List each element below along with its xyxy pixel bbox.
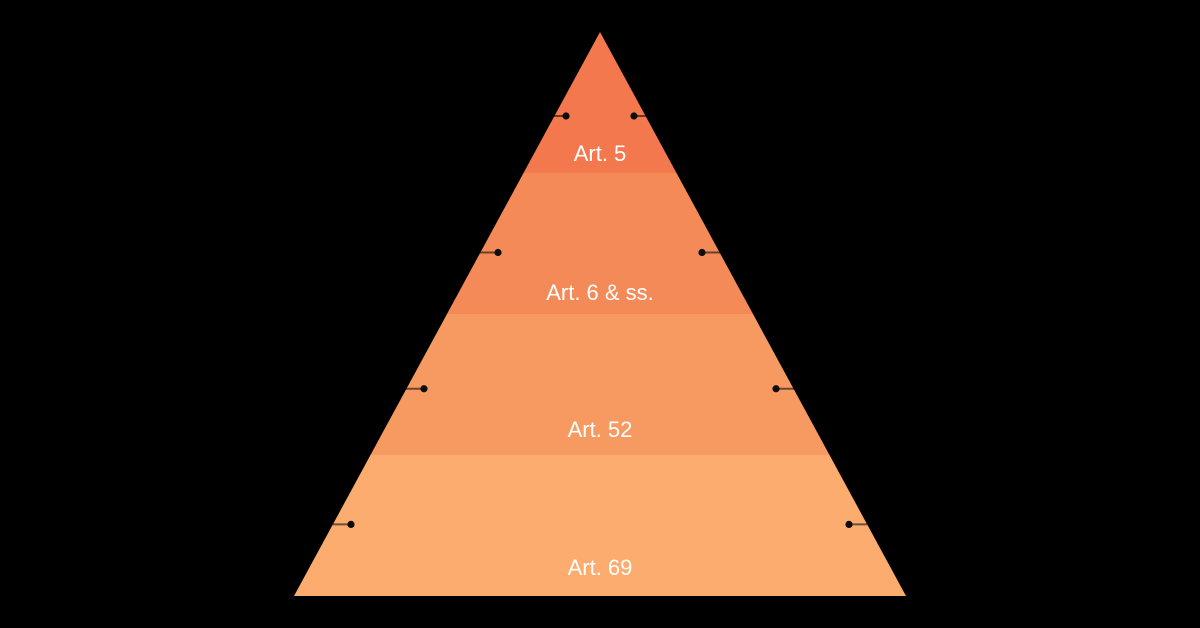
svg-text:Art. 69: Art. 69: [568, 555, 633, 580]
svg-text:Art. 52: Art. 52: [568, 417, 633, 442]
svg-text:Art. 5: Art. 5: [574, 141, 627, 166]
svg-text:Art. 6 & ss.: Art. 6 & ss.: [546, 280, 654, 305]
